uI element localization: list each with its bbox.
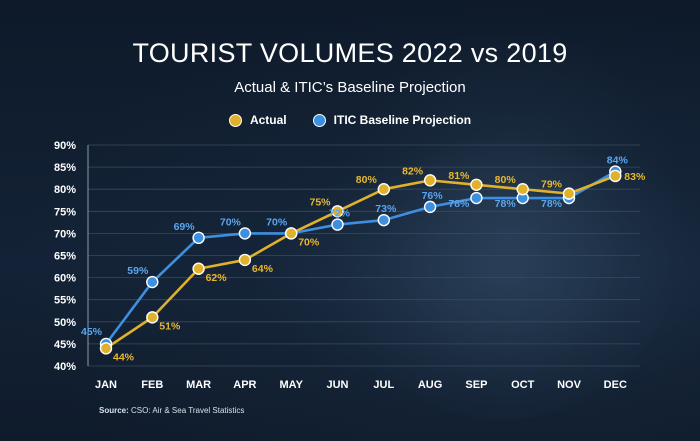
source-label: Source:: [99, 406, 129, 415]
data-point-projection: [470, 191, 483, 205]
data-label-projection: 78%: [541, 198, 563, 210]
data-point-actual: [609, 169, 622, 183]
data-label-projection: 45%: [81, 326, 103, 338]
series-points: [99, 165, 622, 355]
data-point-actual: [470, 178, 483, 191]
data-point-actual: [331, 205, 344, 218]
data-label-actual: 81%: [448, 170, 470, 182]
y-tick-label: 80%: [54, 184, 76, 196]
legend-item-projection: ITIC Baseline Projection: [312, 113, 472, 127]
legend: Actual ITIC Baseline Projection: [0, 113, 700, 127]
data-point-projection: [377, 213, 390, 227]
legend-marker-projection: [312, 113, 326, 127]
series-line-actual: [105, 174, 616, 350]
x-tick-label: NOV: [557, 379, 582, 391]
data-label-actual: 80%: [495, 174, 517, 186]
y-axis-ticks: 40% 45% 50% 55% 60% 65% 70% 75% 80% 85% 90%: [54, 140, 76, 373]
x-tick-label: AUG: [418, 379, 442, 391]
legend-marker-actual: [228, 113, 242, 127]
x-tick-label: OCT: [511, 379, 535, 391]
y-tick-label: 75%: [54, 206, 76, 218]
data-point-projection: [192, 231, 205, 245]
data-point-projection: [423, 200, 437, 214]
y-tick-label: 65%: [54, 251, 76, 263]
data-label-actual: 83%: [624, 171, 646, 183]
y-tick-label: 60%: [54, 273, 76, 285]
data-label-projection: 59%: [127, 265, 149, 277]
y-tick-label: 40%: [54, 361, 76, 373]
data-point-actual: [377, 182, 390, 196]
y-tick-label: 85%: [54, 162, 76, 174]
data-label-projection: 69%: [174, 221, 196, 233]
data-label-projection: 73%: [375, 203, 397, 215]
x-tick-label: APR: [233, 379, 256, 391]
x-tick-label: JUL: [373, 379, 394, 391]
data-point-actual: [285, 227, 298, 240]
legend-label-projection: ITIC Baseline Projection: [333, 113, 472, 127]
data-label-actual: 79%: [541, 179, 563, 191]
data-label-actual: 70%: [298, 236, 320, 248]
data-label-actual: 80%: [356, 174, 378, 186]
y-tick-label: 50%: [54, 317, 76, 329]
data-point-actual: [99, 342, 113, 355]
data-point-actual: [192, 262, 205, 275]
data-label-projection: 70%: [266, 216, 288, 228]
chart-subtitle: Actual & ITIC’s Baseline Projection: [234, 79, 466, 96]
data-label-projection: 78%: [495, 198, 517, 210]
x-tick-label: SEP: [465, 379, 487, 391]
x-tick-label: MAR: [186, 379, 211, 391]
series-line-projection: [104, 170, 616, 345]
data-point-actual: [238, 253, 252, 267]
data-point-actual: [516, 182, 529, 196]
x-tick-label: JUN: [326, 379, 348, 391]
data-point-actual: [562, 187, 576, 200]
data-labels: 44% 51% 62% 64% 70% 75% 80% 82% 81% 80% 79% 83% 45% 5…: [81, 155, 646, 364]
grid: [87, 144, 640, 367]
data-label-actual: 44%: [113, 351, 135, 363]
data-label-projection: 84%: [607, 155, 629, 167]
y-tick-label: 70%: [54, 228, 76, 240]
legend-label-actual: Actual: [249, 113, 287, 127]
data-label-actual: 82%: [402, 165, 424, 177]
y-tick-label: 45%: [54, 339, 76, 351]
data-label-actual: 64%: [252, 263, 274, 275]
data-point-projection: [331, 218, 344, 231]
x-tick-label: FEB: [141, 379, 163, 391]
x-tick-label: DEC: [604, 379, 627, 391]
source-note: Source: CSO: Air & Sea Travel Statistics: [99, 406, 244, 415]
data-label-actual: 75%: [309, 196, 331, 208]
map-background: [330, 20, 690, 420]
source-text: CSO: Air & Sea Travel Statistics: [131, 406, 245, 415]
legend-item-actual: Actual: [228, 113, 287, 127]
data-point-projection: [146, 275, 159, 289]
x-axis-ticks: JAN FEB MAR APR MAY JUN JUL AUG SEP OCT NOV DEC: [95, 379, 627, 391]
data-label-projection: 72%: [329, 208, 351, 220]
x-tick-label: JAN: [95, 379, 117, 391]
x-tick-label: MAY: [279, 379, 303, 391]
data-point-projection: [238, 227, 252, 240]
y-tick-label: 55%: [54, 295, 76, 307]
data-point-actual: [146, 311, 159, 324]
data-label-projection: 70%: [220, 216, 242, 228]
chart-title: TOURIST VOLUMES 2022 vs 2019: [132, 38, 568, 68]
data-point-actual: [423, 174, 437, 187]
data-label-actual: 62%: [206, 272, 228, 284]
series-lines: [104, 170, 616, 350]
y-tick-label: 90%: [54, 140, 76, 152]
data-label-projection: 76%: [422, 190, 444, 202]
data-label-actual: 51%: [159, 320, 181, 332]
data-label-projection: 78%: [448, 198, 470, 210]
